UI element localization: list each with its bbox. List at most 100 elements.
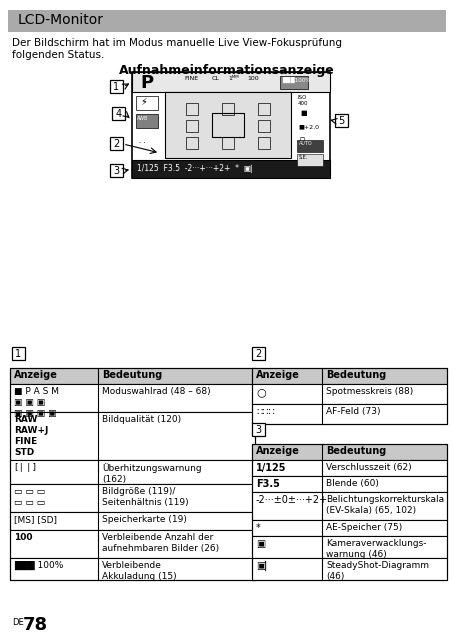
- Text: Speicherkarte (19): Speicherkarte (19): [102, 515, 187, 524]
- Bar: [186, 120, 198, 132]
- Text: CL: CL: [212, 76, 220, 81]
- Text: S.E.: S.E.: [299, 155, 308, 160]
- Text: Spotmesskreis (88): Spotmesskreis (88): [326, 387, 413, 396]
- Text: RAW
RAW+J
FINE
STD: RAW RAW+J FINE STD: [14, 415, 49, 458]
- Bar: [222, 103, 234, 115]
- Bar: [297, 140, 323, 152]
- Bar: [222, 137, 234, 149]
- Bar: [252, 347, 265, 360]
- Text: [❘❘]: [❘❘]: [14, 463, 36, 472]
- Text: Anzeige: Anzeige: [256, 370, 300, 380]
- Bar: [252, 368, 447, 384]
- Text: FINE: FINE: [184, 76, 198, 81]
- Text: 1: 1: [114, 82, 119, 92]
- Text: Überhitzungswarnung
(162): Überhitzungswarnung (162): [102, 463, 202, 484]
- Text: ■: ■: [300, 110, 306, 116]
- Bar: [10, 384, 255, 412]
- Text: Verbleibende Anzahl der
aufnehmbaren Bilder (26): Verbleibende Anzahl der aufnehmbaren Bil…: [102, 533, 219, 553]
- Text: 100: 100: [14, 533, 33, 542]
- Text: 1ᴹᴹ: 1ᴹᴹ: [228, 76, 239, 81]
- Text: ▣▏: ▣▏: [256, 561, 273, 572]
- Text: 2: 2: [114, 139, 119, 149]
- Bar: [132, 72, 330, 92]
- Bar: [186, 137, 198, 149]
- Text: Bedeutung: Bedeutung: [326, 370, 386, 380]
- Bar: [10, 460, 255, 484]
- Text: Der Bildschirm hat im Modus manuelle Live View-Fokusprüfung: Der Bildschirm hat im Modus manuelle Liv…: [12, 38, 342, 48]
- Bar: [10, 412, 255, 460]
- Bar: [252, 460, 447, 476]
- Bar: [136, 114, 158, 128]
- Bar: [252, 404, 447, 424]
- Bar: [10, 558, 255, 580]
- Bar: [10, 512, 255, 530]
- Text: Anzeige: Anzeige: [256, 446, 300, 456]
- Bar: [10, 368, 255, 384]
- Text: AF-Feld (73): AF-Feld (73): [326, 407, 380, 416]
- Text: ⚡: ⚡: [140, 97, 147, 107]
- Bar: [165, 92, 291, 158]
- Bar: [252, 492, 447, 520]
- Bar: [212, 113, 244, 137]
- Bar: [12, 347, 25, 360]
- Text: 3: 3: [256, 425, 262, 435]
- Bar: [252, 444, 447, 580]
- Text: ▣: ▣: [256, 539, 265, 549]
- Text: ███ 100%: ███ 100%: [14, 561, 64, 570]
- Text: ■ P A S M
▣ ▣ ▣
▣ ▣ ▣ ▣: ■ P A S M ▣ ▣ ▣ ▣ ▣ ▣ ▣: [14, 387, 59, 418]
- Bar: [258, 120, 270, 132]
- Bar: [110, 137, 123, 150]
- Bar: [252, 536, 447, 558]
- Bar: [112, 107, 125, 120]
- Bar: [252, 520, 447, 536]
- Bar: [258, 103, 270, 115]
- Text: ⛅: ⛅: [300, 136, 305, 145]
- Text: ███100%: ███100%: [282, 77, 311, 83]
- Bar: [136, 96, 158, 110]
- Text: Aufnahmeinformationsanzeige: Aufnahmeinformationsanzeige: [119, 64, 335, 77]
- Text: ∷∷∷: ∷∷∷: [256, 407, 275, 417]
- Bar: [110, 164, 123, 177]
- Text: LCD-Monitor: LCD-Monitor: [18, 13, 104, 27]
- Text: 100: 100: [247, 76, 259, 81]
- Text: . .: . .: [139, 138, 146, 144]
- Bar: [252, 476, 447, 492]
- Text: Bildqualität (120): Bildqualität (120): [102, 415, 181, 424]
- Bar: [132, 160, 330, 178]
- Text: -2···±0±···+2+: -2···±0±···+2+: [256, 495, 328, 505]
- Text: Anzeige: Anzeige: [14, 370, 58, 380]
- Text: 78: 78: [23, 616, 48, 634]
- Bar: [252, 444, 447, 460]
- Bar: [186, 103, 198, 115]
- Bar: [252, 558, 447, 580]
- Text: AE-Speicher (75): AE-Speicher (75): [326, 523, 402, 532]
- Text: AUTO: AUTO: [299, 141, 313, 146]
- Text: Moduswahlrad (48 – 68): Moduswahlrad (48 – 68): [102, 387, 211, 396]
- Text: 1/125  F3.5  -2···+···+2+  *  ▣▏: 1/125 F3.5 -2···+···+2+ * ▣▏: [137, 164, 257, 173]
- Bar: [258, 137, 270, 149]
- Text: 4: 4: [115, 109, 122, 119]
- Text: 2: 2: [255, 349, 262, 359]
- Text: AWB: AWB: [137, 116, 148, 121]
- Text: Kameraverwacklungs-
warnung (46): Kameraverwacklungs- warnung (46): [326, 539, 426, 559]
- Bar: [10, 368, 255, 580]
- Bar: [252, 368, 447, 424]
- Text: [MS] [SD]: [MS] [SD]: [14, 515, 57, 524]
- Bar: [335, 114, 348, 127]
- Text: Verbleibende
Akkuladung (15): Verbleibende Akkuladung (15): [102, 561, 177, 581]
- Bar: [280, 76, 308, 89]
- Text: *: *: [256, 523, 261, 533]
- Text: 5: 5: [338, 116, 345, 126]
- Text: folgenden Status.: folgenden Status.: [12, 50, 104, 60]
- Text: 1: 1: [15, 349, 21, 359]
- Bar: [297, 154, 323, 166]
- Text: ○: ○: [256, 387, 266, 397]
- Text: Bedeutung: Bedeutung: [102, 370, 162, 380]
- Text: 1/125: 1/125: [256, 463, 286, 473]
- Text: Blende (60): Blende (60): [326, 479, 379, 488]
- Text: SteadyShot-Diagramm
(46): SteadyShot-Diagramm (46): [326, 561, 429, 581]
- Text: ■+2.0: ■+2.0: [298, 124, 319, 129]
- Bar: [10, 484, 255, 512]
- Bar: [10, 530, 255, 558]
- Text: P: P: [140, 74, 153, 92]
